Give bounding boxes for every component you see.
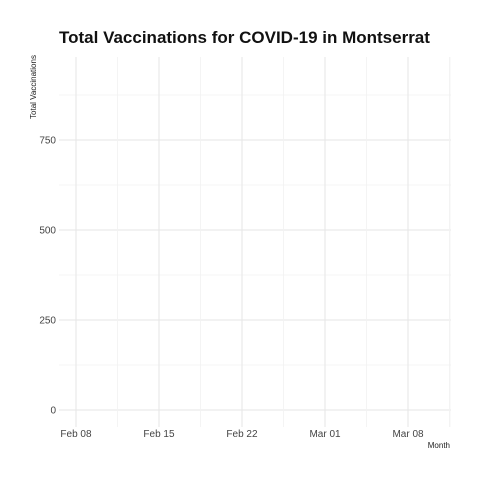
y-axis-ticks: 0 250 500 750 — [39, 136, 56, 417]
x-tick-label: Feb 08 — [60, 429, 92, 440]
x-tick-label: Mar 08 — [392, 429, 424, 440]
y-tick-label: 0 — [50, 406, 56, 417]
y-axis-label: Total Vaccinations — [29, 55, 38, 119]
y-tick-label: 500 — [39, 226, 56, 237]
x-tick-label: Feb 22 — [226, 429, 258, 440]
x-axis-ticks: Feb 08 Feb 15 Feb 22 Mar 01 Mar 08 — [60, 429, 424, 440]
chart-title: Total Vaccinations for COVID-19 in Monts… — [59, 28, 430, 47]
y-tick-label: 250 — [39, 316, 56, 327]
x-tick-label: Feb 15 — [143, 429, 175, 440]
x-tick-label: Mar 01 — [309, 429, 341, 440]
y-tick-label: 750 — [39, 136, 56, 147]
x-axis-label: Month — [428, 441, 450, 450]
grid — [59, 57, 451, 427]
